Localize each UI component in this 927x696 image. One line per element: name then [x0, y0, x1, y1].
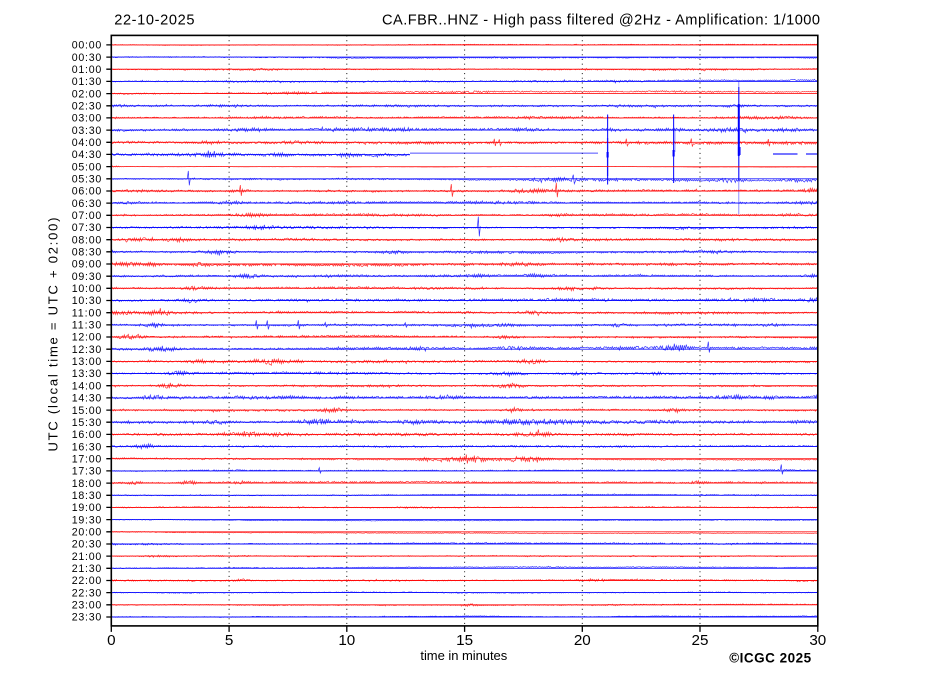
svg-text:00:30: 00:30	[72, 52, 102, 64]
svg-text:03:00: 03:00	[72, 113, 102, 125]
svg-text:©ICGC 2025: ©ICGC 2025	[729, 650, 811, 665]
svg-text:30: 30	[809, 632, 826, 649]
svg-text:10:30: 10:30	[72, 295, 102, 307]
svg-text:22:30: 22:30	[72, 587, 102, 599]
svg-text:14:30: 14:30	[72, 393, 102, 405]
svg-text:18:00: 18:00	[72, 478, 102, 490]
svg-text:20: 20	[574, 632, 591, 649]
svg-text:08:00: 08:00	[72, 234, 102, 246]
svg-text:15:30: 15:30	[72, 417, 102, 429]
svg-text:11:00: 11:00	[72, 307, 102, 319]
svg-text:10:00: 10:00	[72, 283, 102, 295]
svg-text:12:30: 12:30	[72, 344, 102, 356]
svg-text:UTC (local time = UTC + 02:00): UTC (local time = UTC + 02:00)	[46, 218, 61, 452]
svg-text:12:00: 12:00	[72, 332, 102, 344]
svg-text:07:30: 07:30	[72, 222, 102, 234]
svg-text:19:00: 19:00	[72, 502, 102, 514]
svg-text:20:30: 20:30	[72, 539, 102, 551]
svg-text:21:00: 21:00	[72, 551, 102, 563]
svg-text:01:30: 01:30	[72, 76, 102, 88]
svg-text:04:30: 04:30	[72, 149, 102, 161]
svg-text:23:00: 23:00	[72, 600, 102, 612]
svg-text:21:30: 21:30	[72, 563, 102, 575]
svg-text:04:00: 04:00	[72, 137, 102, 149]
svg-text:13:30: 13:30	[72, 368, 102, 380]
svg-text:15:00: 15:00	[72, 405, 102, 417]
svg-text:20:00: 20:00	[72, 527, 102, 539]
svg-text:02:00: 02:00	[72, 88, 102, 100]
svg-text:time in minutes: time in minutes	[420, 648, 507, 663]
svg-text:00:00: 00:00	[72, 40, 102, 52]
svg-text:16:30: 16:30	[72, 441, 102, 453]
svg-text:19:30: 19:30	[72, 514, 102, 526]
svg-text:18:30: 18:30	[72, 490, 102, 502]
svg-text:03:30: 03:30	[72, 125, 102, 137]
svg-text:13:00: 13:00	[72, 356, 102, 368]
svg-text:05:30: 05:30	[72, 174, 102, 186]
svg-text:0: 0	[107, 632, 115, 649]
svg-text:06:30: 06:30	[72, 198, 102, 210]
svg-text:CA.FBR..HNZ - High pass filter: CA.FBR..HNZ - High pass filtered @2Hz - …	[382, 13, 820, 29]
svg-text:14:00: 14:00	[72, 380, 102, 392]
svg-text:09:00: 09:00	[72, 259, 102, 271]
svg-text:05:00: 05:00	[72, 161, 102, 173]
svg-text:06:00: 06:00	[72, 186, 102, 198]
svg-text:01:00: 01:00	[72, 64, 102, 76]
svg-text:08:30: 08:30	[72, 247, 102, 259]
svg-text:10: 10	[338, 632, 355, 649]
svg-text:16:00: 16:00	[72, 429, 102, 441]
svg-text:17:00: 17:00	[72, 453, 102, 465]
svg-text:09:30: 09:30	[72, 271, 102, 283]
svg-text:15: 15	[456, 632, 473, 649]
svg-text:25: 25	[692, 632, 709, 649]
svg-text:5: 5	[225, 632, 233, 649]
svg-text:17:30: 17:30	[72, 466, 102, 478]
svg-text:22-10-2025: 22-10-2025	[114, 13, 194, 29]
svg-text:07:00: 07:00	[72, 210, 102, 222]
svg-text:23:30: 23:30	[72, 612, 102, 624]
svg-text:22:00: 22:00	[72, 575, 102, 587]
svg-text:11:30: 11:30	[72, 320, 102, 332]
svg-text:02:30: 02:30	[72, 101, 102, 113]
